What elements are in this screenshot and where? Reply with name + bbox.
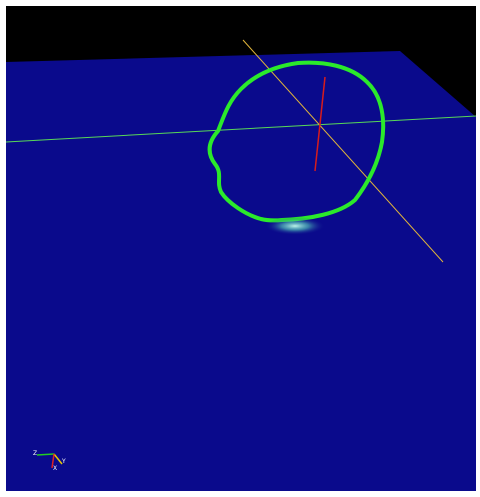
gizmo-z-arrow	[51, 453, 55, 469]
x-axis-line	[6, 115, 476, 143]
gizmo-label-x: X	[53, 465, 57, 472]
ground-plane	[6, 51, 476, 491]
gizmo-x-arrow	[36, 453, 55, 456]
gizmo-label-y: Y	[61, 458, 66, 465]
3d-viewport-window[interactable]: Z Y X	[6, 6, 476, 491]
y-axis-line	[242, 39, 444, 263]
gizmo-label-z: Z	[33, 450, 37, 457]
z-axis-line	[314, 76, 326, 172]
orientation-gizmo: Z Y X	[33, 450, 66, 472]
closed-curve	[207, 60, 386, 223]
3d-viewport-canvas[interactable]: Z Y X	[6, 6, 476, 491]
gizmo-y-arrow	[53, 453, 63, 465]
glow-highlight	[265, 217, 325, 235]
